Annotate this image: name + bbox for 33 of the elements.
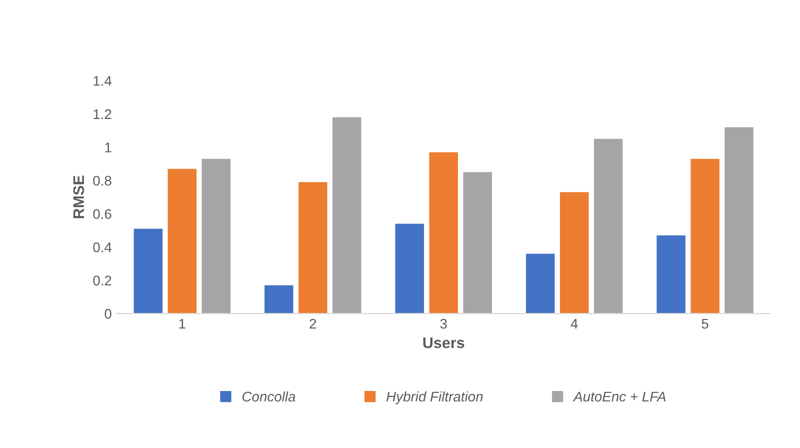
bar [463,172,492,314]
y-tick-label: 1 [105,142,112,152]
legend-label: Hybrid Filtration [386,391,483,404]
x-tick-label: 4 [570,318,578,329]
bar [560,192,589,314]
x-tick-label: 2 [310,318,316,329]
bar [298,182,328,314]
y-tick-label: 1.2 [94,109,112,119]
bar [168,168,197,314]
bar [656,235,686,314]
bar [690,158,720,314]
bar [202,158,231,314]
legend-label: AutoEnc + LFA [572,392,666,402]
x-tick-label: 1 [179,318,186,329]
legend-label: Concolla [242,391,296,402]
y-tick-label: 0.6 [93,209,112,219]
bar [526,254,555,314]
x-axis-title: Users [423,338,464,348]
x-tick-label: 5 [702,318,708,329]
bar [429,152,458,314]
y-tick-label: 0.4 [93,242,112,252]
y-tick-label: 0.2 [93,276,112,286]
bar [332,117,362,314]
bar [395,224,424,314]
y-axis-title: RMSE [73,176,84,218]
y-tick-label: 0 [104,308,112,319]
x-tick-label: 3 [440,318,447,329]
y-tick-label: 1.4 [94,76,112,86]
bar [724,127,754,314]
bar [594,138,623,314]
bar [264,285,294,314]
bar [134,228,163,314]
y-tick-label: 0.8 [93,176,112,186]
